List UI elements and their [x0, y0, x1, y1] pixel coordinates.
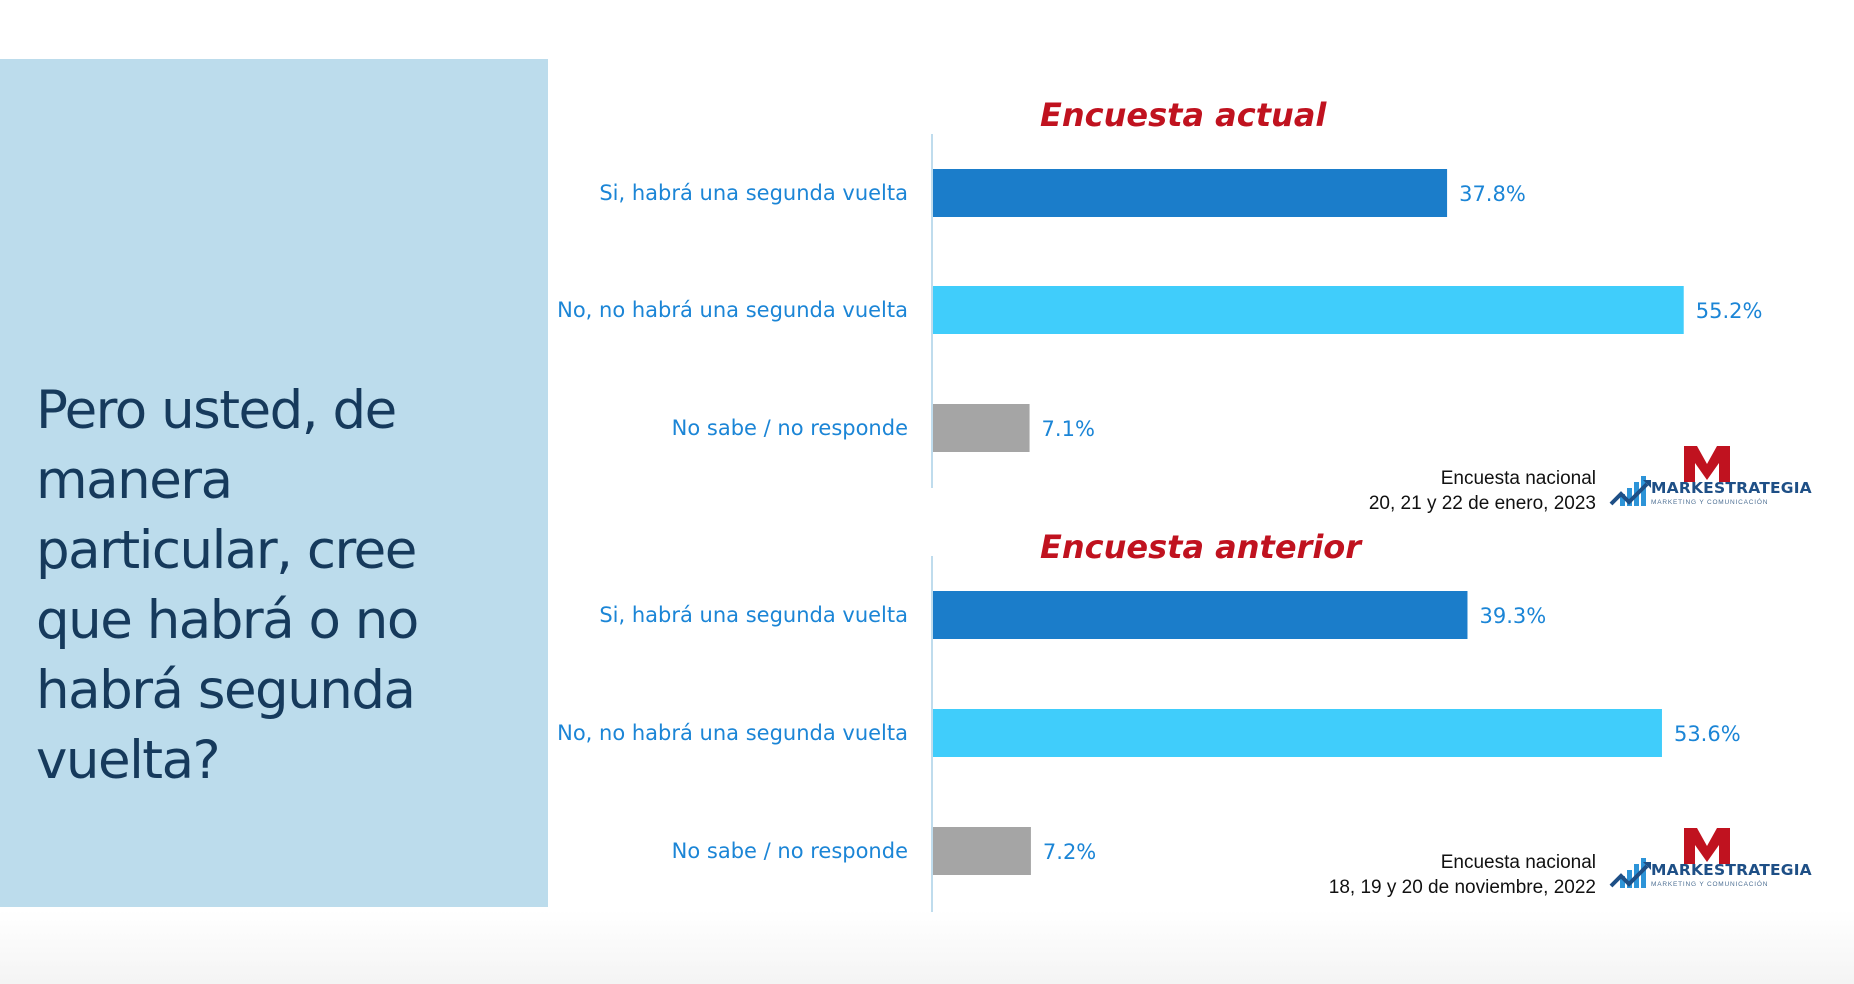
question-text: Pero usted, de manera particular, cree q… [36, 380, 419, 791]
slide-footer-band [0, 910, 1854, 984]
source-note-anterior: Encuesta nacional 18, 19 y 20 de noviemb… [1329, 850, 1596, 900]
data-label: 7.1% [1041, 417, 1095, 441]
bar-si [933, 591, 1468, 639]
category-label: No, no habrá una segunda vuelta [557, 298, 908, 322]
bar-ns [933, 827, 1031, 875]
data-label: 39.3% [1479, 604, 1547, 628]
source-line2: 20, 21 y 22 de enero, 2023 [1368, 493, 1596, 514]
bar-si [933, 169, 1448, 217]
logo-tagline-text: MARKETING Y COMUNICACIÓN [1651, 499, 1769, 506]
bar-no [933, 709, 1662, 757]
chart-title-actual: Encuesta actual [1040, 96, 1327, 134]
source-line2: 18, 19 y 20 de noviembre, 2022 [1328, 877, 1596, 898]
data-label: 55.2% [1695, 299, 1763, 323]
data-label: 7.2% [1042, 840, 1097, 864]
chart-title-anterior: Encuesta anterior [1040, 528, 1362, 566]
source-line1: Encuesta nacional [1440, 852, 1596, 873]
source-line1: Encuesta nacional [1440, 468, 1596, 489]
bar-no [933, 286, 1684, 334]
category-label: Si, habrá una segunda vuelta [599, 181, 908, 205]
data-label: 37.8% [1459, 182, 1526, 206]
category-label: No sabe / no responde [671, 416, 908, 440]
question-panel: Pero usted, de manera particular, cree q… [0, 59, 548, 907]
bar-ns [933, 404, 1030, 452]
logo-tagline-text: MARKETING Y COMUNICACIÓN [1651, 881, 1769, 888]
category-label: Si, habrá una segunda vuelta [599, 603, 908, 627]
source-note-actual: Encuesta nacional 20, 21 y 22 de enero, … [1369, 466, 1596, 516]
data-label: 53.6% [1673, 722, 1741, 746]
category-label: No sabe / no responde [671, 839, 908, 863]
logo-brand-text: MARKESTRATEGIA [1651, 479, 1812, 497]
markestrategia-logo: MARKESTRATEGIA MARKETING Y COMUNICACIÓN [1609, 446, 1812, 518]
logo-mark-icon [1609, 446, 1730, 506]
markestrategia-logo: MARKESTRATEGIA MARKETING Y COMUNICACIÓN [1609, 828, 1812, 900]
logo-mark-icon [1609, 828, 1730, 888]
logo-brand-text: MARKESTRATEGIA [1651, 861, 1812, 879]
category-label: No, no habrá una segunda vuelta [557, 721, 908, 745]
